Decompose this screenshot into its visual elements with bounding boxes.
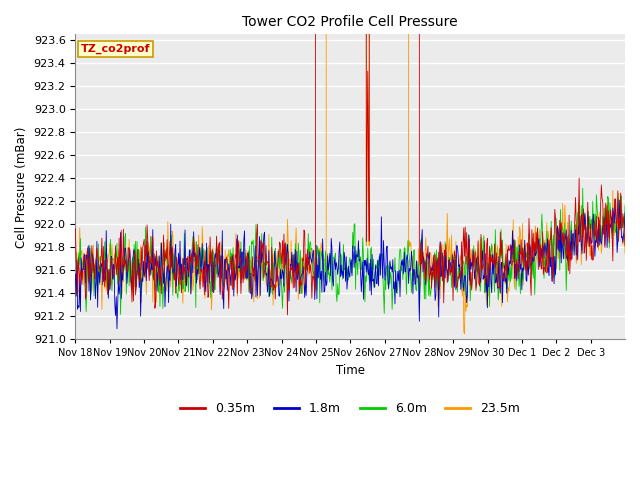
Text: TZ_co2prof: TZ_co2prof (81, 44, 150, 54)
Legend: 0.35m, 1.8m, 6.0m, 23.5m: 0.35m, 1.8m, 6.0m, 23.5m (175, 397, 525, 420)
Y-axis label: Cell Pressure (mBar): Cell Pressure (mBar) (15, 126, 28, 248)
X-axis label: Time: Time (336, 364, 365, 377)
Title: Tower CO2 Profile Cell Pressure: Tower CO2 Profile Cell Pressure (243, 15, 458, 29)
